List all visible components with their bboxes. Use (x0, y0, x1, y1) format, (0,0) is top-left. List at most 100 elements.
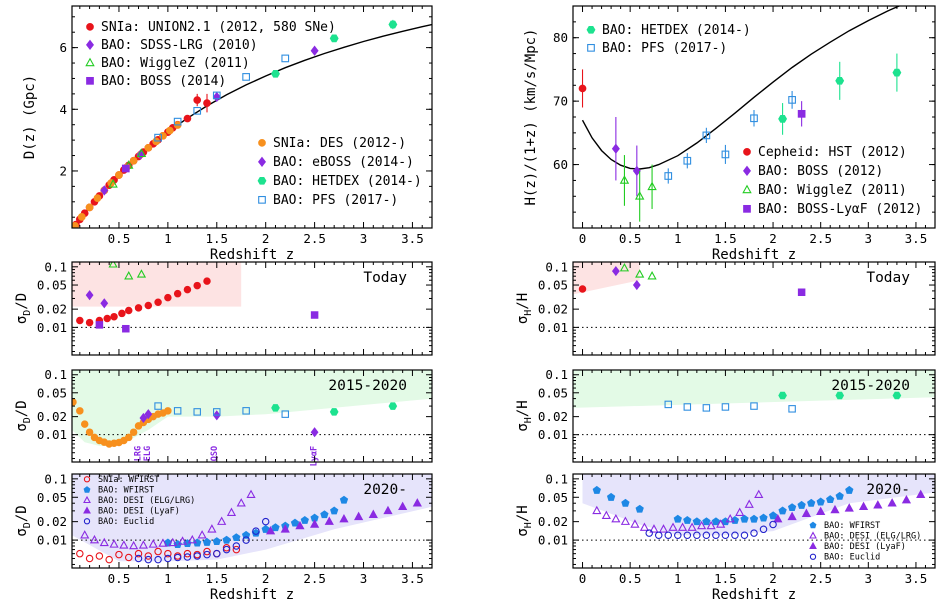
data-point (674, 531, 682, 539)
plot-area (578, 6, 902, 222)
data-point (620, 516, 631, 525)
legend-bottom: SNIa: DES (2012-) BAO: eBOSS (2014-) BAO: … (257, 136, 422, 208)
legend-label: SNIa: WFIRST (98, 475, 159, 485)
data-point (164, 293, 172, 302)
data-point (788, 405, 796, 413)
subscript: D (22, 310, 33, 316)
y-tick-label: 70 (553, 94, 568, 109)
x-tick-label: 3.5 (905, 231, 928, 246)
x-tick-label: 0 (579, 231, 587, 246)
data-point (124, 433, 133, 442)
data-point (712, 531, 720, 539)
legend-marker (85, 57, 95, 67)
data-point (265, 525, 276, 535)
axes-frame (71, 261, 433, 356)
series-bao-boss (95, 311, 319, 333)
data-point (835, 391, 845, 400)
series-bao-wigglez (619, 155, 657, 222)
legend-label: BAO: HETDEX (2014-) (602, 23, 751, 38)
legend-marker (86, 76, 94, 85)
y-axis-label: H(z)/(1+z) (km/s/Mpc) (523, 28, 539, 205)
data-point (121, 164, 130, 173)
y-tick-label: 0.02 (37, 409, 67, 424)
x-tick-label: 2 (262, 231, 270, 246)
legend-marker (742, 184, 752, 194)
data-point (124, 271, 134, 280)
legend-label: BAO: DESI (LyaF) (824, 542, 906, 552)
data-point (197, 530, 207, 539)
x-tick-label: 2.5 (809, 231, 832, 246)
data-point (702, 517, 711, 526)
data-point (280, 524, 290, 533)
data-point (797, 288, 806, 297)
x-axis-label: Redshift z (712, 247, 796, 263)
tracer-label: LRG (133, 446, 143, 461)
data-point (611, 266, 620, 277)
axes-frame (71, 473, 433, 569)
panel-sd_2015: LRG ELG QSO LyαF0.010.020.050.1σD/D2015-202… (14, 367, 433, 466)
legend-marker (257, 177, 267, 185)
data-point (578, 84, 587, 93)
data-point (830, 504, 840, 514)
data-point (118, 309, 126, 318)
data-point (740, 514, 749, 523)
data-point (634, 191, 645, 200)
x-tick-label: 3 (865, 571, 873, 586)
data-point (76, 549, 84, 558)
x-tick-label: 0.5 (108, 231, 131, 246)
data-point (388, 402, 398, 410)
data-point (788, 96, 796, 104)
data-point (696, 520, 707, 530)
series-bao-boss-ly-f (797, 288, 806, 297)
data-point (692, 517, 701, 526)
plot-area (573, 262, 935, 328)
data-point (295, 520, 305, 530)
data-point (368, 509, 378, 518)
data-point (85, 203, 94, 212)
data-point (664, 172, 673, 180)
shaded-region (573, 370, 935, 408)
data-point (310, 427, 319, 438)
data-point (647, 271, 657, 280)
axes-frame (71, 5, 433, 229)
subscript: D (22, 417, 33, 423)
data-point (193, 106, 202, 115)
x-tick-label: 3.5 (401, 571, 424, 586)
data-point (412, 498, 422, 507)
legend-label: SNIa: DES (2012-) (273, 136, 406, 151)
data-point (816, 497, 825, 506)
legend-label: SNIa: UNION2.1 (2012, 580 SNe) (101, 20, 336, 35)
panel-dz: 0.5 1 1.5 2 2.5 3 3.5 2 4 6 Redshift z D(z) (Gpc) SN… (22, 5, 433, 263)
legend-marker (809, 521, 817, 529)
series-bao-hetdex (778, 391, 902, 400)
data-point (845, 485, 854, 494)
legend-marker (86, 22, 94, 31)
legend-marker (86, 39, 94, 51)
series-bao-boss-ly-f (797, 101, 806, 127)
legend-marker (258, 156, 266, 168)
shaded-region (573, 262, 640, 295)
legend-label: BAO: DESI (ELG/LRG) (98, 496, 195, 506)
series-bao-sdss-lrg (85, 290, 109, 309)
data-point (721, 150, 730, 159)
data-point (281, 54, 290, 63)
y-tick-label: 2 (59, 163, 67, 178)
data-point (740, 531, 749, 539)
model-curve (581, 6, 901, 170)
data-point (193, 408, 201, 416)
y-tick-label: 0.05 (538, 490, 568, 505)
data-point (750, 114, 758, 123)
series-cepheid-hst (578, 285, 587, 293)
data-point (300, 516, 309, 524)
legend-label: BAO: PFS (2017-) (273, 193, 398, 208)
data-point (645, 529, 653, 537)
data-point (329, 408, 339, 416)
panel-sd_today: 0.01 0.02 0.05 0.1 σD/D Today (14, 259, 433, 356)
data-point (193, 96, 202, 104)
y-tick-label: 0.1 (44, 259, 67, 274)
data-point (592, 505, 602, 515)
x-tick-label: 2 (769, 231, 777, 246)
data-point (203, 277, 211, 285)
data-point (144, 301, 153, 310)
